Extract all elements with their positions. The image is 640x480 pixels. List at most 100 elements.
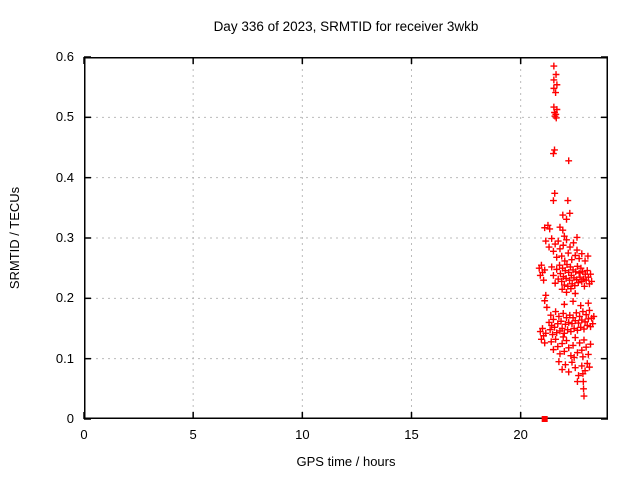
scatter-point xyxy=(570,354,578,361)
scatter-point xyxy=(574,378,581,385)
scatter-point xyxy=(560,329,568,337)
scatter-point xyxy=(560,300,568,308)
scatter-point xyxy=(574,326,581,334)
scatter-point xyxy=(583,360,591,367)
scatter-point xyxy=(549,331,556,338)
scatter-point xyxy=(551,323,558,331)
scatter-point xyxy=(541,266,549,274)
scatter-point xyxy=(541,224,549,232)
scatter-point xyxy=(571,334,579,341)
scatter-point xyxy=(550,346,557,354)
scatter-point xyxy=(556,245,564,253)
scatter-point xyxy=(570,239,577,247)
scatter-point xyxy=(586,363,593,371)
scatter-point xyxy=(550,76,558,84)
scatter-point xyxy=(569,297,577,305)
y-tick-label: 0.5 xyxy=(55,109,74,125)
scatter-point xyxy=(552,308,559,316)
scatter-point xyxy=(575,372,582,379)
scatter-point xyxy=(559,333,567,341)
scatter-point xyxy=(572,309,580,317)
scatter-point xyxy=(552,89,559,96)
x-axis-label: GPS time / hours xyxy=(296,454,396,469)
scatter-point xyxy=(568,320,576,328)
scatter-point xyxy=(581,318,589,326)
scatter-point xyxy=(564,197,572,204)
scatter-point xyxy=(575,269,583,277)
scatter-point xyxy=(558,325,566,332)
scatter-point xyxy=(578,250,586,258)
x-tick-label: 20 xyxy=(513,427,528,442)
scatter-point xyxy=(584,299,592,307)
scatter-point xyxy=(567,285,575,293)
scatter-point xyxy=(558,252,566,260)
scatter-point xyxy=(565,344,573,352)
scatter-point xyxy=(565,157,573,165)
scatter-point xyxy=(559,211,567,219)
scatter-point xyxy=(538,261,545,269)
scatter-point xyxy=(550,272,557,279)
x-tick-label: 0 xyxy=(80,427,88,442)
scatter-point xyxy=(563,236,570,244)
x-tick-label: 5 xyxy=(189,427,197,442)
scatter-point xyxy=(555,358,563,366)
scatter-point xyxy=(583,267,591,274)
y-tick-label: 0.6 xyxy=(55,49,74,64)
scatter-point xyxy=(553,253,561,261)
scatter-point xyxy=(572,268,580,276)
scatter-point xyxy=(551,189,559,197)
scatter-point xyxy=(559,241,567,249)
scatter-point xyxy=(561,267,569,274)
x-tick-label: 15 xyxy=(404,427,419,442)
scatter-point xyxy=(563,337,570,344)
scatter-point xyxy=(555,313,563,320)
x-tick-label: 10 xyxy=(295,427,310,442)
scatter-point xyxy=(587,340,594,348)
scatter-point xyxy=(582,343,590,351)
scatter-point xyxy=(582,311,590,319)
scatter-point xyxy=(565,368,573,376)
scatter-point xyxy=(554,237,562,245)
scatter-point xyxy=(581,282,588,290)
scatter-point xyxy=(551,240,559,248)
y-tick-label: 0 xyxy=(66,411,74,426)
scatter-point xyxy=(576,313,584,320)
scatter-point xyxy=(571,252,579,259)
scatter-point xyxy=(538,335,545,343)
scatter-point xyxy=(543,303,551,311)
scatter-point xyxy=(580,325,588,333)
scatter-point xyxy=(557,270,564,277)
scatter-point xyxy=(542,329,550,337)
y-tick-label: 0.1 xyxy=(55,350,74,366)
scatter-point xyxy=(550,247,557,255)
zero-square-marker xyxy=(541,416,548,422)
scatter-point xyxy=(542,291,550,299)
scatter-point xyxy=(578,362,586,370)
scatter-point xyxy=(559,310,567,317)
scatter-point xyxy=(571,282,579,290)
scatter-point xyxy=(579,353,587,361)
scatter-point xyxy=(562,361,569,369)
scatter-point xyxy=(559,226,567,234)
scatter-point xyxy=(574,279,582,287)
scatter-point xyxy=(558,366,566,373)
scatter-point xyxy=(583,322,591,329)
scatter-point xyxy=(560,232,568,240)
scatter-point xyxy=(576,273,584,281)
scatter-point xyxy=(548,263,556,271)
scatter-point xyxy=(550,62,558,70)
scatter-point xyxy=(557,317,565,325)
scatter-point xyxy=(547,311,555,319)
scatter-point xyxy=(581,257,589,265)
scatter-point xyxy=(564,249,572,257)
scatter-point xyxy=(552,114,560,122)
scatter-point xyxy=(573,233,581,241)
scatter-point xyxy=(574,349,581,357)
scatter-point xyxy=(545,243,553,251)
scatter-point xyxy=(546,326,554,334)
scatter-point xyxy=(553,265,561,273)
scatter-point xyxy=(554,275,562,283)
scatter-point xyxy=(579,378,587,385)
scatter-point xyxy=(566,276,573,284)
scatter-point xyxy=(586,307,593,314)
